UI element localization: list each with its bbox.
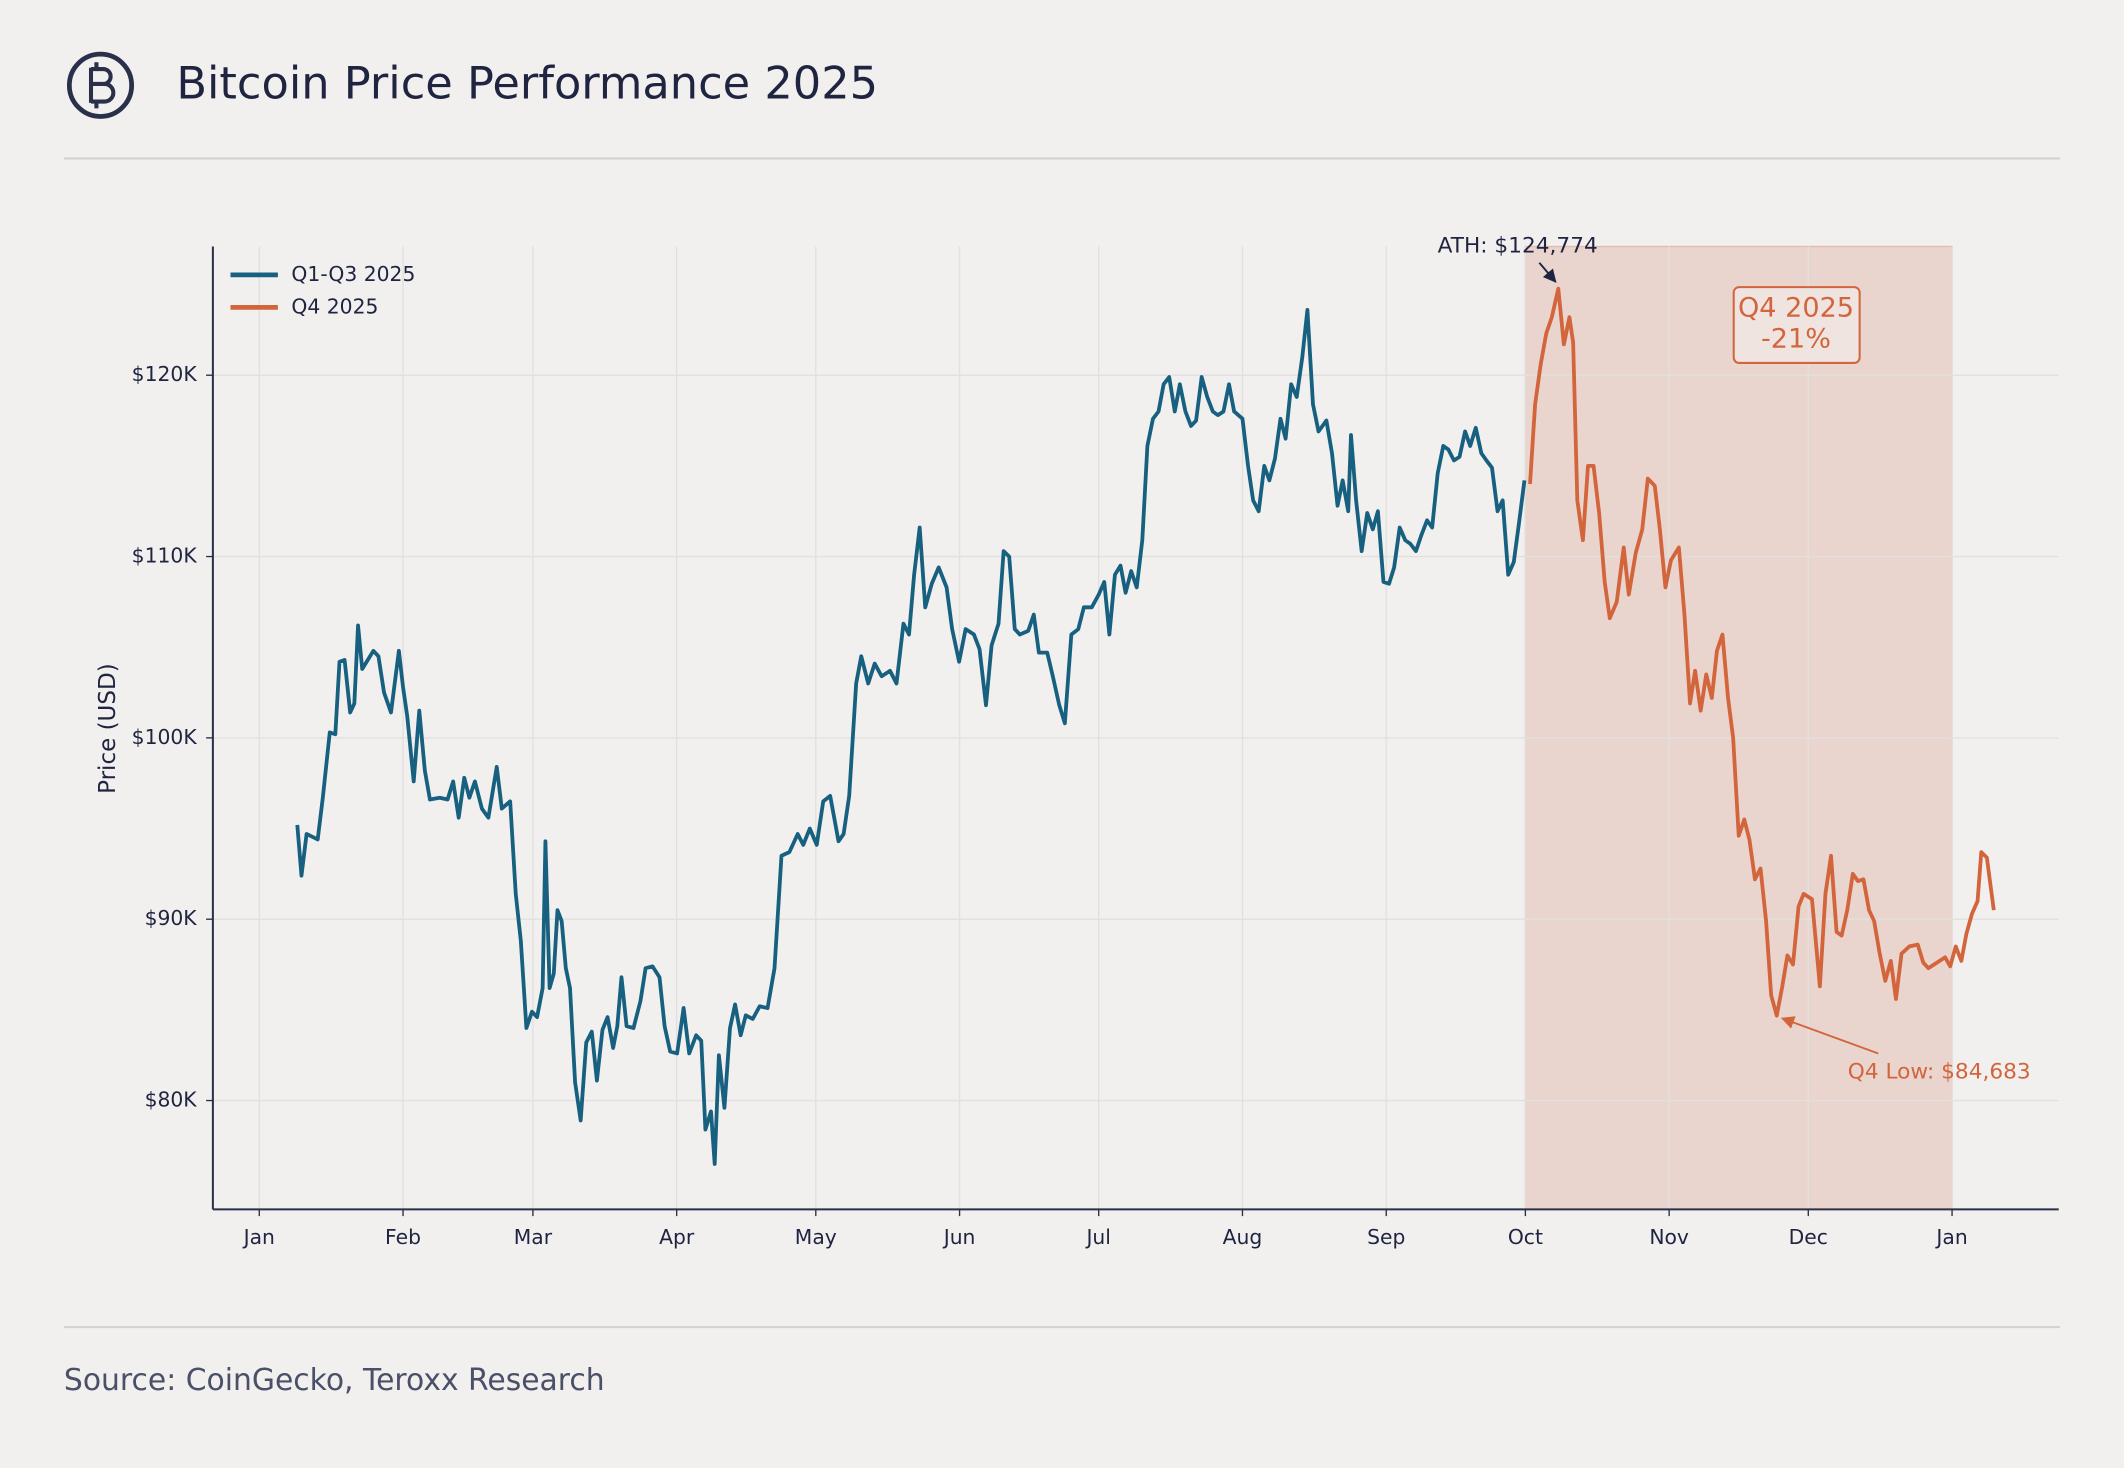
x-tick-label: May [795,1225,837,1249]
x-tick-label: Jul [1084,1225,1111,1249]
chart-title: Bitcoin Price Performance 2025 [176,58,878,110]
y-tick-label: $90K [145,906,198,930]
annotation-label: Q4 Low: $84,683 [1848,1060,2031,1085]
annotation-label: ATH: $124,774 [1438,233,1598,258]
x-tick-label: Aug [1223,1225,1263,1249]
x-tick-label: Mar [514,1225,553,1249]
x-tick-label: Apr [659,1225,695,1249]
y-tick-label: $100K [132,725,198,749]
x-tick-label: Dec [1789,1225,1828,1249]
x-tick-label: Jan [242,1225,275,1249]
x-tick-label: Jan [1934,1225,1967,1249]
x-tick-label: Nov [1649,1225,1689,1249]
highlight-label: Q4 2025 [1738,292,1854,323]
highlight-label: -21% [1761,323,1831,354]
annotation-arrow [1538,262,1557,283]
price-line [1528,286,1996,1018]
x-tick-label: Jun [942,1225,976,1249]
annotation-arrow [1780,1016,1879,1055]
y-tick-label: $120K [132,362,198,386]
y-axis-label: Price (USD) [95,663,121,794]
highlight-label-box [1732,286,1861,364]
y-tick-label: $110K [132,544,198,568]
x-tick-label: Oct [1508,1225,1543,1249]
source: Source: CoinGecko, Teroxx Research [64,1363,605,1398]
price-line [295,308,1527,1166]
bitcoin-icon [66,51,135,119]
legend-label: Q1-Q3 2025 [291,262,415,286]
y-tick-label: $80K [145,1088,198,1112]
legend-label: Q4 2025 [291,294,378,318]
x-tick-label: Sep [1367,1225,1405,1249]
x-tick-label: Feb [385,1225,421,1249]
